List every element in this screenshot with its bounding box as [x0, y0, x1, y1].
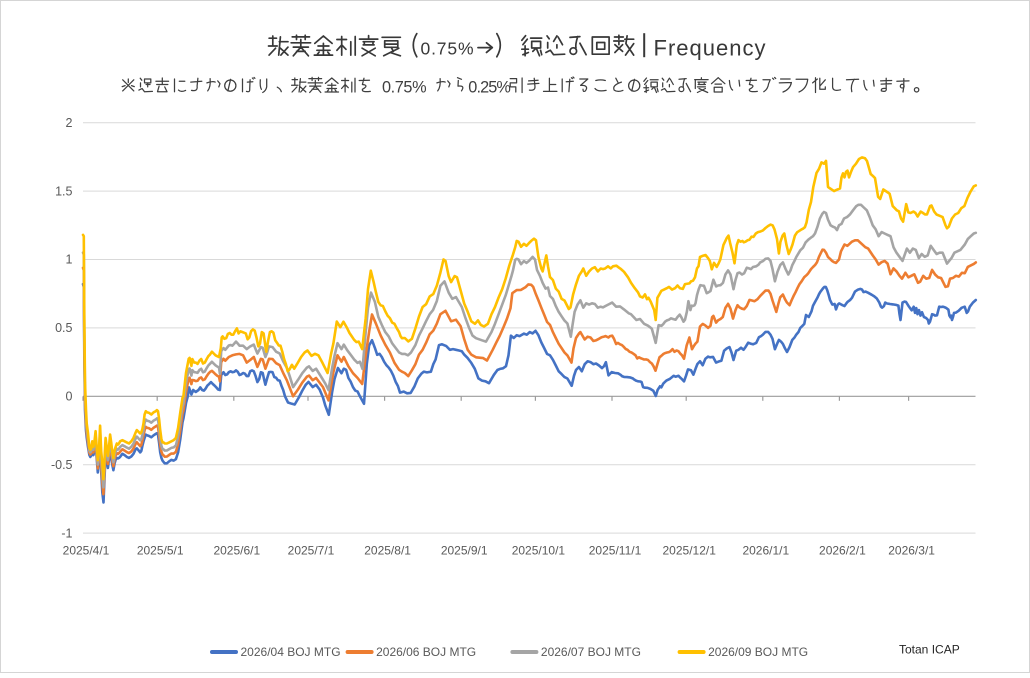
svg-text:0.75%: 0.75%	[382, 78, 426, 96]
svg-text:2: 2	[66, 116, 73, 130]
svg-text:2025/6/1: 2025/6/1	[213, 544, 260, 558]
svg-text:0.75%: 0.75%	[421, 38, 475, 58]
svg-text:2025/4/1: 2025/4/1	[63, 544, 110, 558]
svg-text:Totan ICAP: Totan ICAP	[899, 643, 960, 657]
svg-text:-0.5: -0.5	[51, 458, 73, 472]
svg-text:0: 0	[66, 390, 73, 404]
svg-text:2026/1/1: 2026/1/1	[742, 544, 789, 558]
svg-text:2025/7/1: 2025/7/1	[288, 544, 335, 558]
svg-text:1.5: 1.5	[55, 184, 72, 198]
svg-text:2025/12/1: 2025/12/1	[663, 544, 717, 558]
svg-text:2026/2/1: 2026/2/1	[819, 544, 866, 558]
svg-text:0.25%: 0.25%	[468, 78, 510, 96]
svg-text:2026/04 BOJ MTG: 2026/04 BOJ MTG	[241, 645, 341, 659]
svg-text:2026/06 BOJ MTG: 2026/06 BOJ MTG	[376, 645, 476, 659]
svg-text:2025/11/1: 2025/11/1	[589, 544, 642, 558]
svg-text:2025/5/1: 2025/5/1	[137, 544, 184, 558]
svg-text:Frequency: Frequency	[654, 36, 767, 61]
svg-text:1: 1	[66, 253, 73, 267]
svg-text:2026/3/1: 2026/3/1	[888, 544, 935, 558]
svg-text:2025/9/1: 2025/9/1	[441, 544, 488, 558]
svg-text:0.5: 0.5	[55, 321, 72, 335]
svg-text:2026/07 BOJ MTG: 2026/07 BOJ MTG	[541, 645, 641, 659]
svg-text:2026/09 BOJ MTG: 2026/09 BOJ MTG	[708, 645, 808, 659]
svg-text:-1: -1	[61, 526, 72, 540]
svg-text:2025/8/1: 2025/8/1	[364, 544, 411, 558]
svg-text:2025/10/1: 2025/10/1	[512, 544, 566, 558]
